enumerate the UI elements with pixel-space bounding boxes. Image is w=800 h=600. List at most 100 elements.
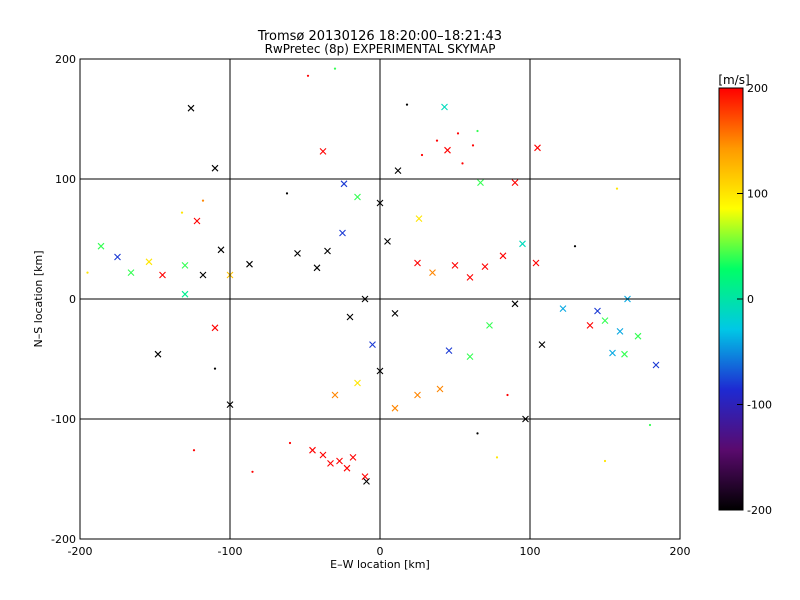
scatter-point-x: [217, 246, 225, 254]
scatter-point-x: [361, 473, 369, 480]
scatter-point-dot: [285, 192, 289, 195]
scatter-point-x: [466, 274, 474, 281]
scatter-point-x: [181, 290, 189, 298]
scatter-point-x: [324, 247, 331, 255]
scatter-point-x: [414, 259, 421, 267]
scatter-point-x: [187, 104, 195, 112]
scatter-point-x: [154, 350, 162, 358]
scatter-point-x: [331, 391, 339, 399]
x-tick-label: -200: [68, 545, 93, 558]
y-tick-label: -100: [51, 413, 76, 426]
scatter-point-x: [246, 260, 253, 268]
scatter-point-x: [97, 242, 105, 250]
scatter-point-x: [363, 478, 370, 485]
colorbar-tick-label: 200: [747, 82, 768, 95]
scatter-point-x: [294, 250, 301, 257]
scatter-point-dot: [201, 199, 205, 202]
scatter-point-dot: [405, 103, 409, 106]
scatter-point-x: [445, 347, 453, 354]
scatter-point-x: [436, 385, 444, 393]
scatter-point-x: [429, 269, 436, 276]
scatter-point-x: [391, 310, 399, 317]
scatter-point-x: [652, 361, 660, 369]
scatter-point-x: [354, 379, 361, 387]
colorbar-tick-label: 100: [747, 188, 768, 201]
scatter-point-x: [159, 271, 166, 279]
scatter-point-dot: [495, 456, 499, 459]
colorbar-tick-label: -100: [747, 399, 772, 412]
scatter-point-dot: [471, 144, 475, 147]
scatter-point-dot: [456, 132, 460, 135]
scatter-point-dot: [461, 162, 464, 165]
scatter-point-x: [309, 446, 316, 454]
scatter-point-x: [621, 350, 628, 358]
scatter-point-x: [336, 457, 343, 465]
scatter-point-dot: [192, 449, 196, 452]
scatter-point-x: [451, 262, 459, 269]
scatter-point-x: [511, 179, 519, 186]
x-tick-label: 100: [520, 545, 541, 558]
scatter-point-x: [586, 322, 594, 329]
scatter-point-dot: [180, 211, 184, 214]
scatter-point-dot: [420, 153, 424, 157]
scatter-point-x: [369, 341, 376, 348]
scatter-point-x: [346, 313, 354, 321]
scatter-point-x: [313, 264, 321, 272]
scatter-point-x: [349, 454, 357, 461]
scatter-point-dot: [251, 470, 254, 473]
scatter-point-x: [511, 300, 519, 308]
scatter-point-x: [394, 167, 402, 174]
scatter-point-x: [609, 349, 616, 357]
chart-title: Tromsø 20130126 18:20:00–18:21:43: [257, 29, 502, 44]
scatter-point-dot: [86, 271, 89, 274]
scatter-point-x: [519, 240, 526, 248]
grid-lines: [80, 59, 680, 539]
scatter-point-x: [354, 193, 361, 201]
y-tick-label: -200: [51, 533, 76, 546]
scatter-point-x: [211, 164, 219, 172]
scatter-point-x: [319, 148, 327, 155]
scatter-point-x: [486, 322, 493, 329]
scatter-point-x: [199, 271, 207, 279]
y-axis-ticks: -200 -100 0 100 200: [51, 53, 680, 546]
x-tick-label: 200: [670, 545, 691, 558]
scatter-point-x: [127, 269, 135, 276]
scatter-point-x: [559, 305, 567, 312]
scatter-point-x: [538, 341, 546, 348]
scatter-point-dot: [213, 367, 217, 370]
scatter-point-x: [414, 391, 421, 399]
scatter-point-x: [477, 179, 484, 186]
scatter-point-x: [384, 238, 391, 245]
colorbar-tick-label: 0: [747, 293, 754, 306]
chart-subtitle: RwPretec (8p) EXPERIMENTAL SKYMAP: [265, 42, 496, 56]
scatter-point-dot: [288, 441, 292, 445]
scatter-point-x: [327, 460, 334, 467]
scatter-point-x: [532, 259, 540, 267]
scatter-point-x: [114, 253, 121, 261]
scatter-point-x: [145, 258, 153, 266]
scatter-point-x: [340, 180, 348, 188]
scatter-point-dot: [573, 245, 577, 248]
scatter-point-dot: [306, 74, 310, 77]
x-axis-ticks: -200 -100 0 100 200: [68, 59, 691, 558]
scatter-point-x: [391, 404, 399, 412]
scatter-point-x: [534, 144, 541, 152]
scatter-point-x: [211, 324, 219, 332]
x-tick-label: -100: [218, 545, 243, 558]
scatter-point-dot: [435, 139, 439, 142]
colorbar-ticks: 200 100 0 -100 -200: [737, 82, 772, 517]
scatter-point-dot: [333, 67, 337, 70]
scatter-point-x: [181, 262, 189, 269]
scatter-point-x: [339, 229, 346, 237]
scatter-point-dot: [603, 459, 607, 463]
scatter-point-dot: [476, 432, 479, 435]
scatter-markers: [86, 67, 660, 485]
colorbar-label: [m/s]: [718, 73, 749, 87]
scatter-point-x: [343, 464, 351, 472]
scatter-point-x: [444, 146, 451, 154]
scatter-point-x: [319, 451, 327, 459]
y-tick-label: 200: [55, 53, 76, 66]
scatter-point-x: [616, 328, 624, 335]
scatter-point-x: [594, 307, 601, 315]
